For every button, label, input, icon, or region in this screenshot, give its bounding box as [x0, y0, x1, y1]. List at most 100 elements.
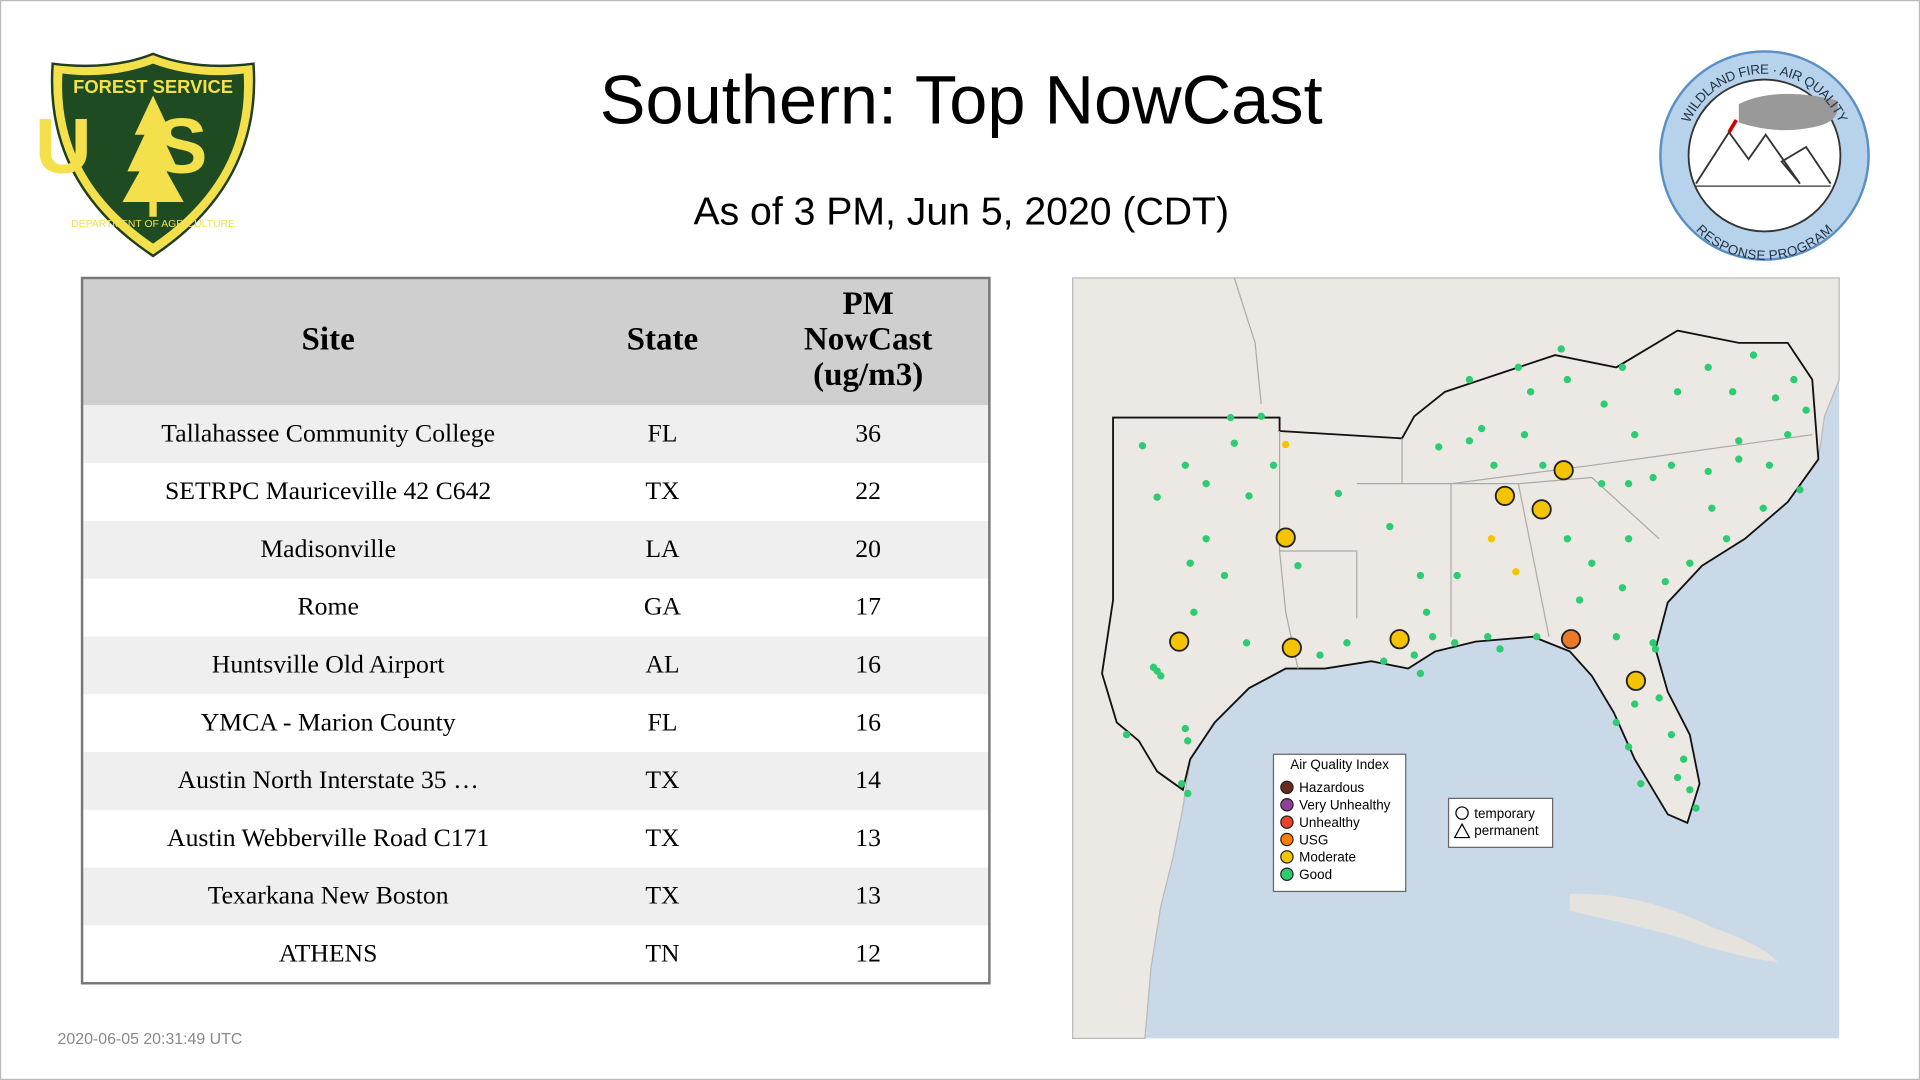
cell: TX	[645, 881, 680, 910]
site-good	[1631, 700, 1639, 708]
legend-label: Very Unhealthy	[1299, 798, 1391, 813]
legend-swatch	[1280, 850, 1294, 864]
site-markers	[1122, 345, 1810, 812]
site-good	[1257, 412, 1265, 420]
row-bg	[82, 405, 990, 464]
legend-swatch	[1280, 798, 1294, 812]
site-good	[1722, 535, 1731, 543]
header-line: PM	[842, 286, 893, 322]
site-good	[1771, 394, 1780, 402]
table: Tallahassee Community College FL 36 SETRPC …	[80, 276, 991, 985]
shape-icon	[1455, 806, 1469, 820]
site-good	[1422, 608, 1431, 616]
site-good	[1533, 633, 1541, 641]
site-good	[1453, 571, 1461, 580]
site-good	[1673, 773, 1682, 782]
site-good	[1735, 437, 1743, 445]
cell: TX	[645, 823, 680, 852]
cell: GA	[644, 592, 682, 621]
column-header: State	[627, 321, 699, 357]
site-good	[1316, 651, 1324, 659]
site-good	[1673, 388, 1682, 396]
site-good	[1149, 663, 1158, 672]
legend-label: Good	[1299, 867, 1332, 882]
site-moderate	[1487, 535, 1496, 543]
site-good	[1784, 431, 1792, 439]
shape-legend-box	[1447, 797, 1554, 848]
site-good	[1667, 731, 1676, 739]
header-line: Site	[302, 321, 355, 357]
site-good	[1153, 493, 1161, 501]
cell: 20	[855, 534, 881, 563]
cell: 36	[855, 418, 881, 447]
site-good	[1343, 639, 1351, 647]
row-bg	[82, 925, 990, 984]
logo-text: FOREST SERVICE	[73, 76, 233, 97]
site-good	[1435, 443, 1443, 451]
site-good	[1759, 504, 1767, 512]
cell: 13	[855, 823, 881, 852]
site-good	[1380, 657, 1388, 665]
cell: Madisonville	[260, 534, 396, 563]
site-good	[1451, 639, 1459, 647]
site-good	[1637, 780, 1645, 788]
site-good	[1618, 363, 1627, 372]
site-good	[1177, 780, 1186, 788]
site-good	[1428, 633, 1437, 641]
shape-label: permanent	[1474, 823, 1539, 838]
legend-label: Unhealthy	[1299, 815, 1360, 830]
cell: 16	[855, 650, 881, 679]
header-line: (ug/m3)	[813, 357, 923, 393]
site-good	[1514, 363, 1523, 372]
site-good	[1181, 461, 1189, 469]
site-good	[1796, 486, 1804, 494]
subtitle: As of 3 PM, Jun 5, 2020 (CDT)	[693, 191, 1229, 234]
column-header: Site	[302, 321, 355, 357]
row-bg	[82, 752, 990, 810]
legend: Hazardous Very Unhealthy Unhealthy USG Moder…	[1280, 780, 1391, 882]
site-good	[1242, 639, 1251, 647]
site-good	[1692, 804, 1700, 812]
cell: AL	[645, 650, 679, 679]
title: Southern: Top NowCast	[600, 61, 1323, 138]
site-good	[1790, 375, 1798, 384]
legend-swatch	[1280, 832, 1294, 847]
cell: Austin North Interstate 35 …	[178, 765, 479, 794]
site-moderate	[1512, 568, 1520, 576]
forest-service-logo: FOREST SERVICE US DEPARTMENT OF AGRICULT…	[35, 52, 256, 258]
site-good	[1226, 413, 1235, 422]
site-good	[1465, 375, 1474, 384]
site-moderate	[1282, 440, 1290, 449]
row-bg	[82, 520, 990, 579]
site-good	[1624, 535, 1633, 543]
shape-icon	[1453, 822, 1471, 839]
site-good	[1575, 596, 1584, 604]
row-bg	[82, 578, 990, 637]
cell: Tallahassee Community College	[161, 418, 495, 447]
site-moderate-top	[1625, 670, 1647, 691]
cell: FL	[647, 418, 677, 447]
site-good	[1230, 439, 1238, 447]
site-good	[1680, 755, 1688, 763]
site-good	[1269, 461, 1278, 469]
site-good	[1612, 718, 1620, 727]
cell: YMCA - Marion County	[201, 707, 456, 736]
timestamp: 2020-06-05 20:31:49 UTC	[58, 1031, 243, 1048]
site-good	[1202, 480, 1210, 488]
legend-swatch	[1280, 867, 1294, 882]
site-good	[1138, 442, 1147, 450]
site-good	[1563, 535, 1572, 543]
site-good	[1749, 351, 1758, 359]
site-good	[1184, 737, 1192, 745]
cell: Texarkana New Boston	[208, 881, 449, 910]
site-good	[1600, 400, 1608, 408]
site-moderate-top	[1169, 631, 1190, 652]
site-good	[1651, 645, 1660, 653]
site-good	[1416, 571, 1425, 580]
site-good	[1181, 724, 1189, 733]
site-good	[1245, 492, 1253, 500]
cell: 13	[855, 881, 881, 910]
column-header: PM NowCast (ug/m3)	[804, 286, 933, 393]
site-good	[1484, 633, 1492, 641]
